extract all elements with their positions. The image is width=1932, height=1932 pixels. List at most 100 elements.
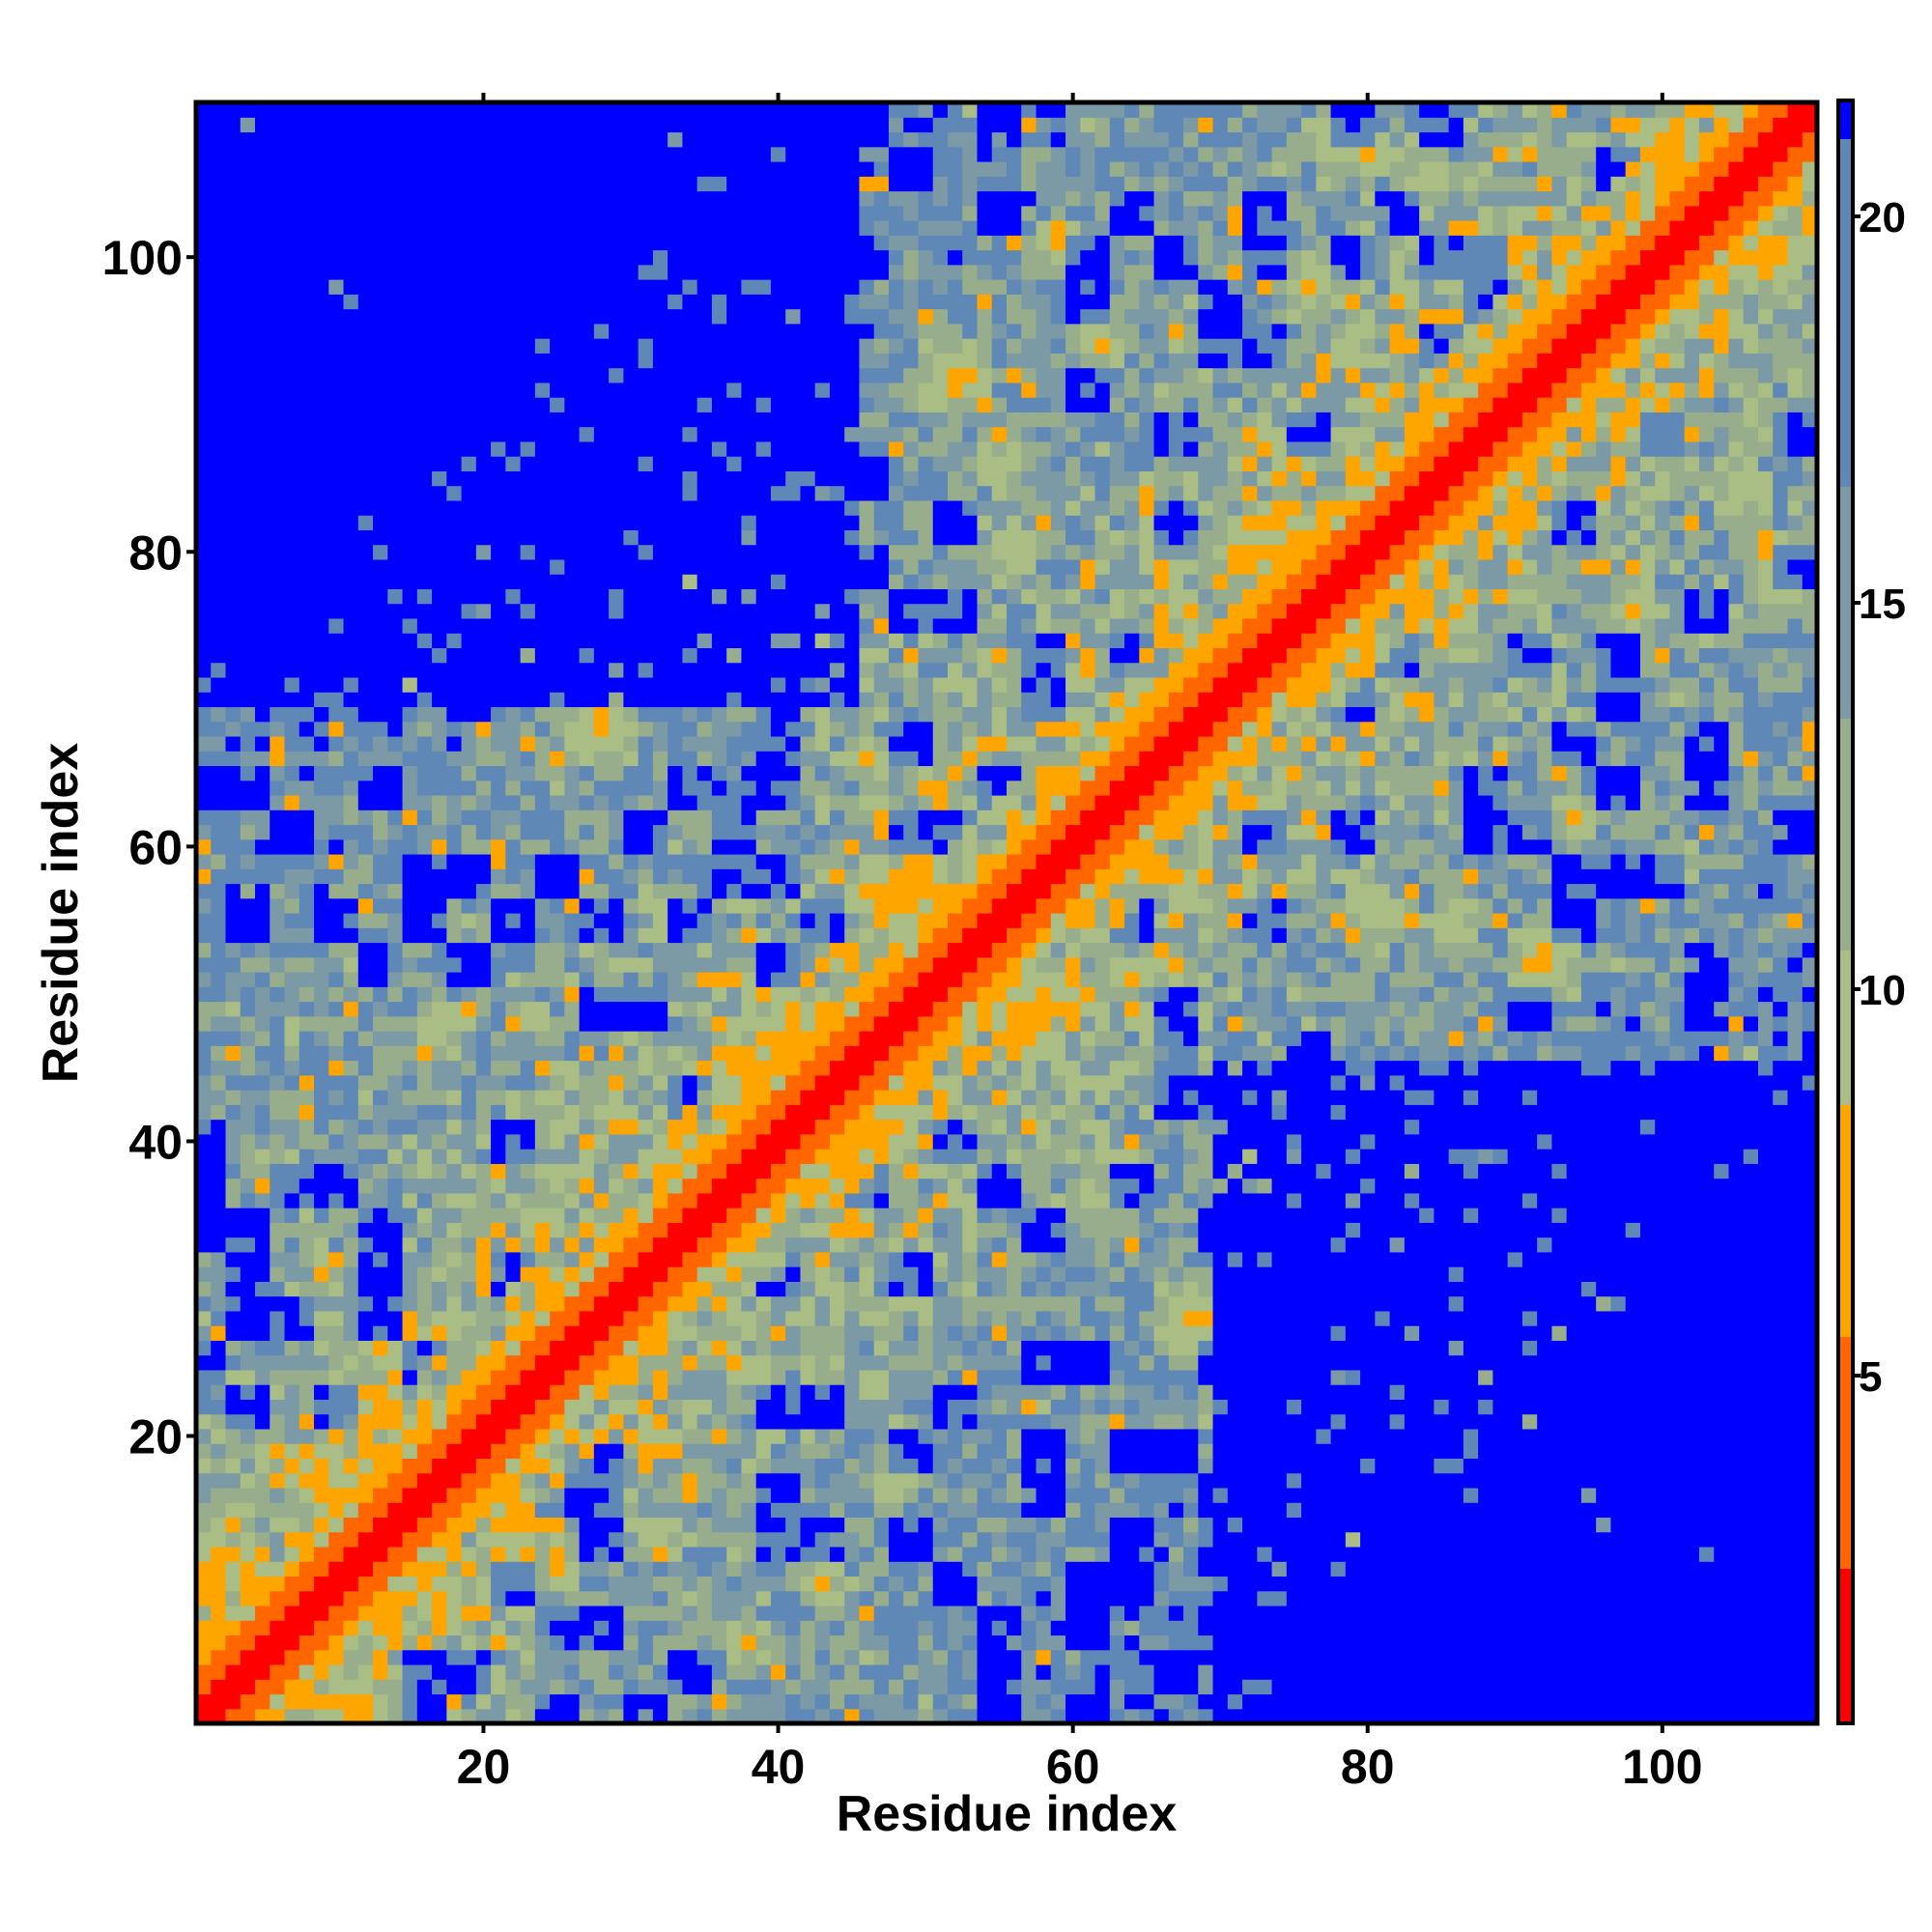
heatmap-cell (1227, 1325, 1243, 1341)
heatmap-cell (1036, 1251, 1052, 1267)
heatmap-cell (284, 1163, 300, 1179)
heatmap-cell (800, 1663, 816, 1680)
heatmap-cell (211, 1679, 227, 1695)
heatmap-cell (593, 1634, 610, 1651)
heatmap-cell (623, 1649, 639, 1665)
heatmap-cell (1271, 1663, 1288, 1680)
heatmap-cell (314, 1634, 329, 1651)
heatmap-cell (1375, 1649, 1391, 1665)
heatmap-cell (1242, 1517, 1258, 1533)
heatmap-cell (1286, 1090, 1302, 1105)
heatmap-cell (270, 1222, 286, 1238)
heatmap-cell (1684, 1340, 1700, 1356)
heatmap-cell (373, 1531, 388, 1548)
heatmap-cell (1007, 1251, 1022, 1267)
heatmap-cell (1669, 1090, 1686, 1105)
heatmap-cell (726, 1458, 743, 1474)
heatmap-cell (903, 1472, 920, 1489)
heatmap-cell (1669, 1222, 1686, 1238)
heatmap-cell (844, 1590, 861, 1606)
heatmap-cell (1773, 1208, 1789, 1223)
heatmap-cell (1124, 1487, 1140, 1503)
heatmap-cell (1212, 1634, 1229, 1651)
heatmap-cell (1094, 1074, 1111, 1091)
heatmap-cell (1257, 1663, 1273, 1680)
heatmap-cell (534, 1163, 551, 1179)
heatmap-cell (918, 1590, 934, 1606)
heatmap-cell (1537, 1546, 1553, 1562)
heatmap-cell (373, 1354, 388, 1371)
heatmap-cell (711, 1163, 727, 1179)
heatmap-cell (1286, 1192, 1302, 1208)
heatmap-cell (1168, 1369, 1184, 1385)
heatmap-cell (1094, 1517, 1111, 1533)
heatmap-cell (520, 1649, 536, 1665)
heatmap-cell (1551, 1634, 1568, 1651)
heatmap-cell (505, 1045, 522, 1062)
heatmap-cell (534, 1133, 551, 1150)
heatmap-cell (977, 1443, 993, 1460)
heatmap-cell (387, 1325, 404, 1341)
heatmap-cell (284, 1487, 300, 1503)
heatmap-cell (343, 1060, 359, 1076)
heatmap-cell (550, 1487, 565, 1503)
heatmap-cell (357, 1354, 374, 1371)
heatmap-cell (652, 1310, 668, 1326)
heatmap-cell (1271, 1074, 1288, 1091)
heatmap-cell (1242, 1074, 1258, 1091)
heatmap-cell (1183, 1546, 1199, 1562)
heatmap-cell (859, 1620, 875, 1636)
heatmap-cell (1153, 1236, 1170, 1253)
heatmap-cell (1301, 1178, 1317, 1194)
heatmap-cell (1419, 1487, 1435, 1503)
heatmap-cell (668, 1649, 683, 1665)
heatmap-cell (1521, 1605, 1538, 1621)
heatmap-cell (1610, 1340, 1627, 1356)
heatmap-cell (1212, 1192, 1229, 1208)
heatmap-cell (873, 1590, 890, 1606)
heatmap-cell (829, 1266, 845, 1282)
heatmap-cell (638, 1679, 654, 1695)
heatmap-cell (564, 1208, 581, 1223)
heatmap-cell (888, 1693, 904, 1710)
heatmap-cell (520, 1679, 536, 1695)
heatmap-cell (402, 1369, 418, 1385)
heatmap-cell (755, 1663, 772, 1680)
heatmap-cell (829, 1443, 845, 1460)
heatmap-cell (1404, 1472, 1420, 1489)
heatmap-cell (1714, 1693, 1730, 1710)
heatmap-cell (814, 1663, 831, 1680)
heatmap-cell (1802, 1340, 1818, 1356)
heatmap-cell (1198, 1634, 1214, 1651)
heatmap-cell (1566, 1649, 1582, 1665)
heatmap-cell (1714, 1428, 1730, 1444)
heatmap-cell (1124, 1458, 1140, 1474)
heatmap-cell (1007, 1413, 1022, 1430)
heatmap-cell (1050, 1679, 1066, 1695)
heatmap-cell (1448, 1502, 1464, 1519)
heatmap-cell (1375, 1251, 1391, 1267)
heatmap-cell (1330, 1163, 1347, 1179)
heatmap-cell (461, 1708, 477, 1724)
heatmap-cell (932, 1649, 949, 1665)
heatmap-cell (1080, 1472, 1096, 1489)
heatmap-cell (1404, 1340, 1420, 1356)
heatmap-cell (1153, 1458, 1170, 1474)
heatmap-cell (609, 1192, 624, 1208)
heatmap-cell (343, 1074, 359, 1091)
heatmap-cell (1507, 1340, 1523, 1356)
heatmap-cell (1596, 1531, 1612, 1548)
heatmap-cell (1580, 1340, 1597, 1356)
heatmap-cell (859, 1590, 875, 1606)
heatmap-cell (564, 1605, 581, 1621)
heatmap-cell (579, 1708, 595, 1724)
heatmap-cell (770, 1531, 786, 1548)
heatmap-cell (211, 1590, 227, 1606)
heatmap-cell (1463, 1222, 1479, 1238)
heatmap-cell (196, 1192, 212, 1208)
heatmap-cell (770, 1649, 786, 1665)
heatmap-cell (1198, 1649, 1214, 1665)
heatmap-cell (1065, 1236, 1081, 1253)
heatmap-cell (1271, 1325, 1288, 1341)
heatmap-cell (1139, 1310, 1155, 1326)
